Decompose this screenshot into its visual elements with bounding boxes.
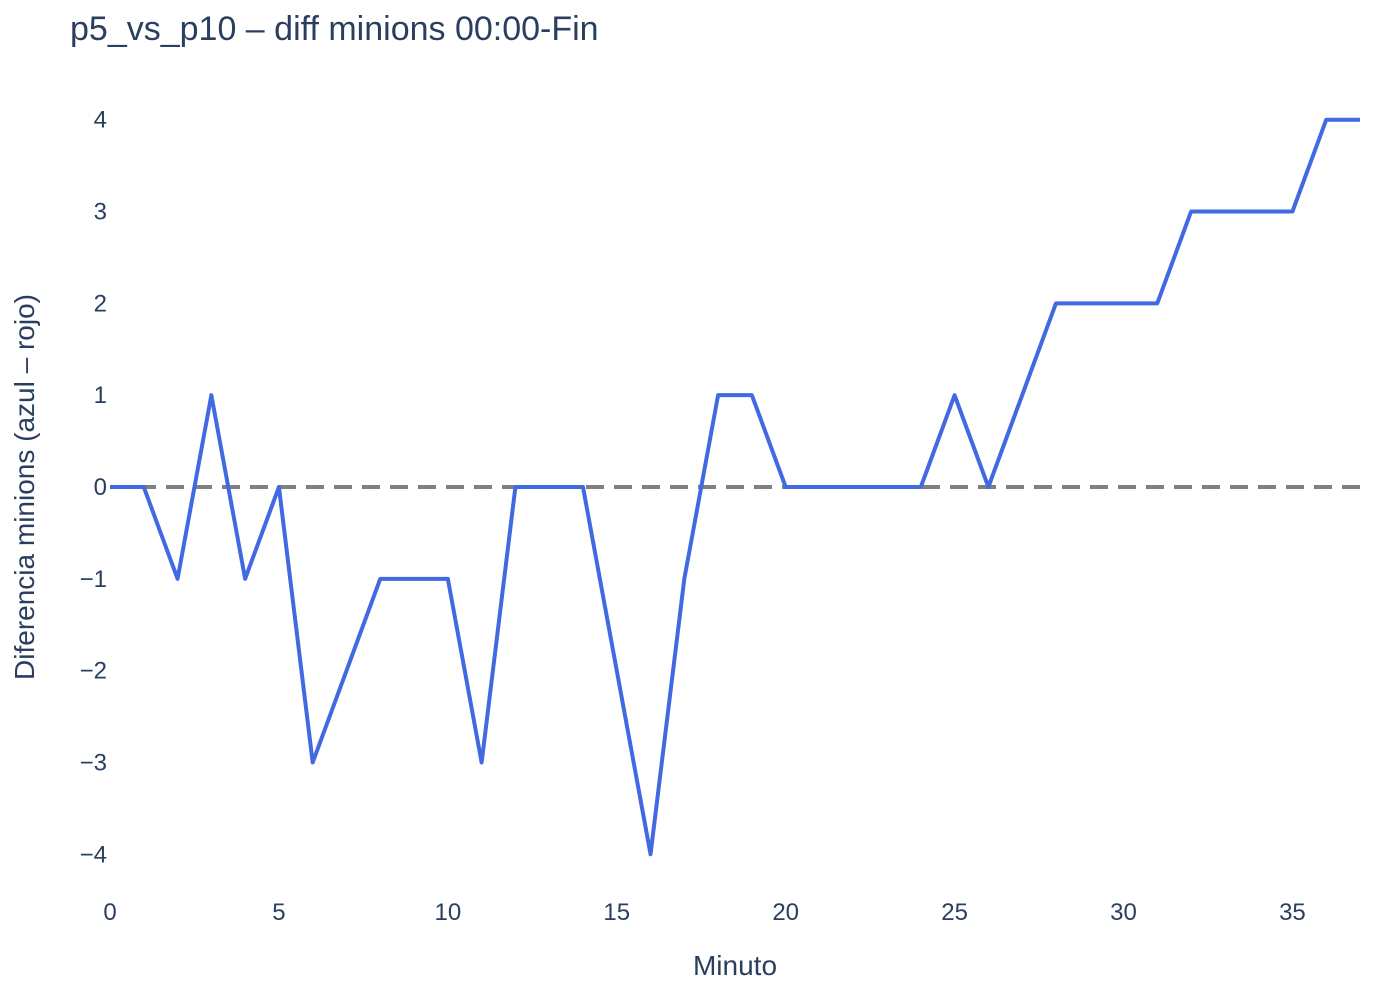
y-tick-label: −3 [80, 749, 107, 776]
x-tick-label: 20 [772, 899, 799, 926]
x-tick-label: 5 [272, 899, 285, 926]
x-tick-label: 15 [603, 899, 630, 926]
y-tick-label: −4 [80, 841, 107, 868]
y-axis-ticks: 4 3 2 1 0 −1 −2 −3 −4 [80, 107, 107, 869]
y-tick-label: 3 [94, 199, 107, 226]
series-line [110, 117, 1360, 857]
x-tick-label: 25 [941, 899, 968, 926]
x-tick-label: 30 [1110, 899, 1137, 926]
x-axis-title: Minuto [693, 950, 777, 981]
x-axis-ticks: 0 5 10 15 20 25 30 35 [103, 899, 1305, 926]
y-tick-label: −2 [80, 658, 107, 685]
x-tick-label: 35 [1279, 899, 1306, 926]
plot-area [110, 117, 1360, 857]
y-axis-title: Diferencia minions (azul – rojo) [9, 294, 40, 680]
chart-title: p5_vs_p10 – diff minions 00:00-Fin [70, 10, 599, 48]
y-tick-label: 2 [94, 290, 107, 317]
y-tick-label: −1 [80, 566, 107, 593]
y-tick-label: 1 [94, 382, 107, 409]
x-tick-label: 10 [434, 899, 461, 926]
y-tick-label: 0 [94, 474, 107, 501]
y-tick-label: 4 [94, 107, 107, 134]
x-tick-label: 0 [103, 899, 116, 926]
